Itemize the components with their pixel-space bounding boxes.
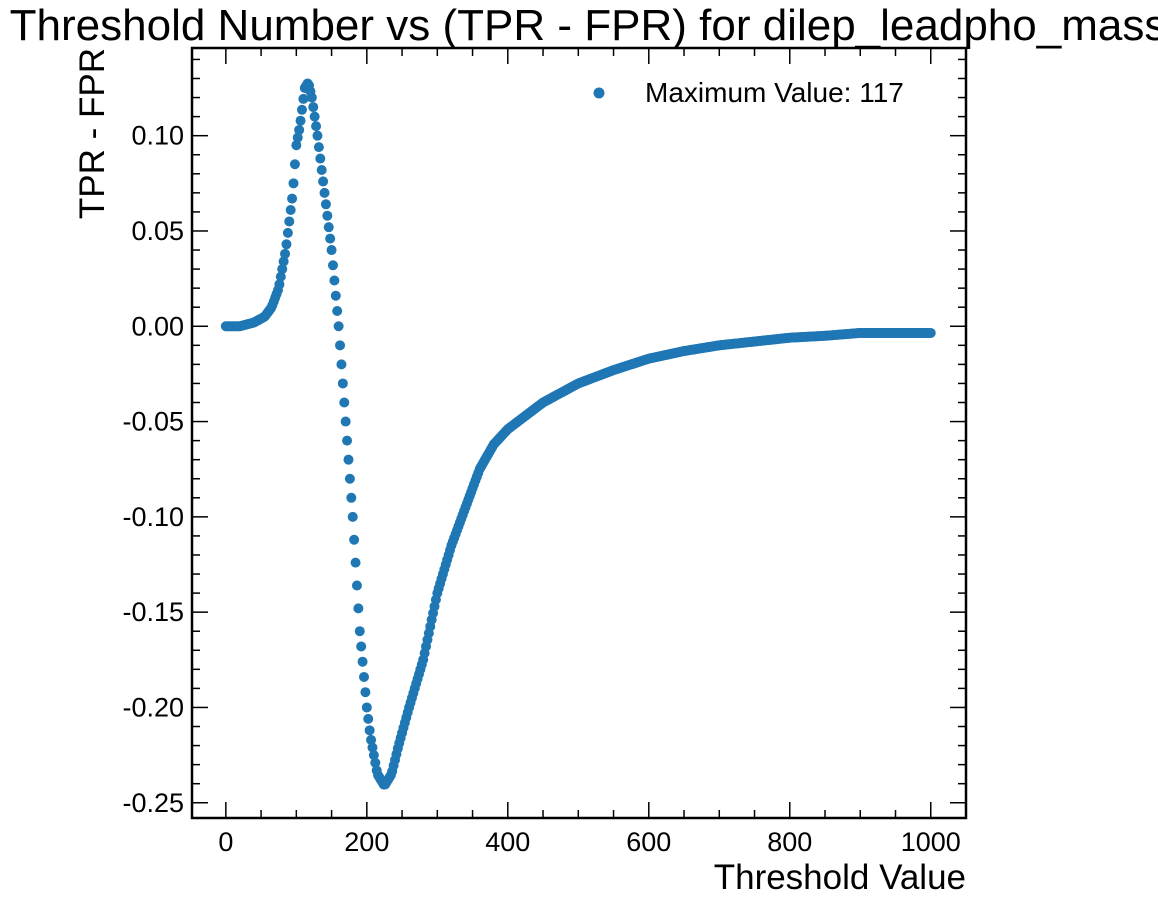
scatter-point <box>342 435 353 446</box>
chart-title: Threshold Number vs (TPR - FPR) for dile… <box>10 1 1158 50</box>
y-axis-label: TPR - FPR <box>73 48 112 219</box>
y-tick-label: -0.10 <box>122 502 184 532</box>
legend-label: Maximum Value: 117 <box>645 77 904 108</box>
scatter-point <box>281 239 292 250</box>
scatter-point <box>291 140 302 151</box>
scatter-point <box>346 492 357 503</box>
x-tick-label: 0 <box>218 827 233 857</box>
scatter-point <box>359 671 369 682</box>
scatter-point <box>278 256 289 267</box>
scatter-point <box>288 178 299 189</box>
scatter-point <box>364 725 375 736</box>
x-axis-label: Threshold Value <box>714 858 966 897</box>
scatter-point <box>353 603 364 614</box>
legend-marker <box>593 87 605 99</box>
legend: Maximum Value: 117 <box>593 77 904 108</box>
scatter-point <box>306 92 317 103</box>
scatter-point <box>277 264 288 275</box>
scatter-point <box>298 93 309 104</box>
scatter-point <box>275 271 286 282</box>
x-tick-label: 800 <box>767 827 812 857</box>
scatter-point <box>370 757 381 768</box>
y-tick-label: 0.10 <box>131 121 184 151</box>
scatter-point <box>925 327 936 338</box>
scatter-point <box>366 734 377 745</box>
scatter-point <box>313 142 324 153</box>
scatter-point <box>367 742 378 753</box>
scatter-point <box>295 115 306 126</box>
scatter-point <box>322 210 333 221</box>
y-tick-label: -0.05 <box>122 407 184 437</box>
scatter-point <box>332 306 343 317</box>
scatter-point <box>344 473 355 484</box>
plot-frame <box>190 46 968 820</box>
scatter-point <box>357 656 368 667</box>
scatter-point <box>319 187 330 198</box>
scatter-point <box>368 750 379 761</box>
scatter-point <box>356 641 367 652</box>
scatter-point <box>280 248 291 259</box>
scatter-point <box>351 580 362 591</box>
scatter-point <box>337 378 348 389</box>
scatter-point <box>292 132 303 143</box>
scatter-point <box>327 260 338 271</box>
scatter-point <box>330 290 341 301</box>
y-tick-label: -0.15 <box>122 597 184 627</box>
scatter-point <box>336 359 347 370</box>
scatter-point <box>335 340 346 351</box>
x-tick-label: 200 <box>344 827 389 857</box>
scatter-point <box>363 713 374 724</box>
scatter-point <box>360 687 371 698</box>
scatter-point <box>285 205 296 215</box>
scatter-point <box>354 626 365 637</box>
y-tick-label: -0.25 <box>122 788 184 818</box>
scatter-point <box>329 275 340 286</box>
scatter-point <box>343 454 354 465</box>
y-tick-label: 0.05 <box>131 216 184 246</box>
scatter-point <box>274 279 285 290</box>
scatter-point <box>350 557 361 568</box>
scatter-point <box>333 321 344 332</box>
scatter-point <box>340 416 351 427</box>
scatter-point <box>289 159 300 170</box>
scatter-point <box>323 222 334 233</box>
axis-tick-labels: 0 200 400 600 800 1000 0.10 0.05 0.00 -0.05 -0.10 -… <box>122 121 960 857</box>
scatter-point <box>316 164 327 175</box>
scatter-points <box>220 78 936 790</box>
scatter-point <box>294 124 305 135</box>
scatter-point <box>318 176 329 187</box>
scatter-point <box>287 193 298 204</box>
y-tick-label: -0.20 <box>122 692 184 722</box>
scatter-point <box>282 227 293 238</box>
scatter-point <box>309 111 320 122</box>
x-tick-label: 1000 <box>901 827 961 857</box>
scatter-point <box>347 511 358 522</box>
scatter-point <box>312 130 323 141</box>
x-tick-label: 400 <box>485 827 530 857</box>
scatter-point <box>315 153 326 164</box>
scatter-point <box>325 233 336 244</box>
scatter-point <box>311 121 322 132</box>
scatter-point <box>320 199 331 210</box>
x-tick-label: 600 <box>626 827 671 857</box>
scatter-point <box>326 245 337 256</box>
y-tick-label: 0.00 <box>131 311 184 341</box>
scatter-point <box>308 102 319 113</box>
scatter-point <box>284 216 295 227</box>
scatter-point <box>361 702 372 713</box>
scatter-point <box>339 397 350 408</box>
axis-ticks <box>192 48 967 818</box>
scatter-point <box>349 534 360 545</box>
scatter-point <box>296 104 307 115</box>
